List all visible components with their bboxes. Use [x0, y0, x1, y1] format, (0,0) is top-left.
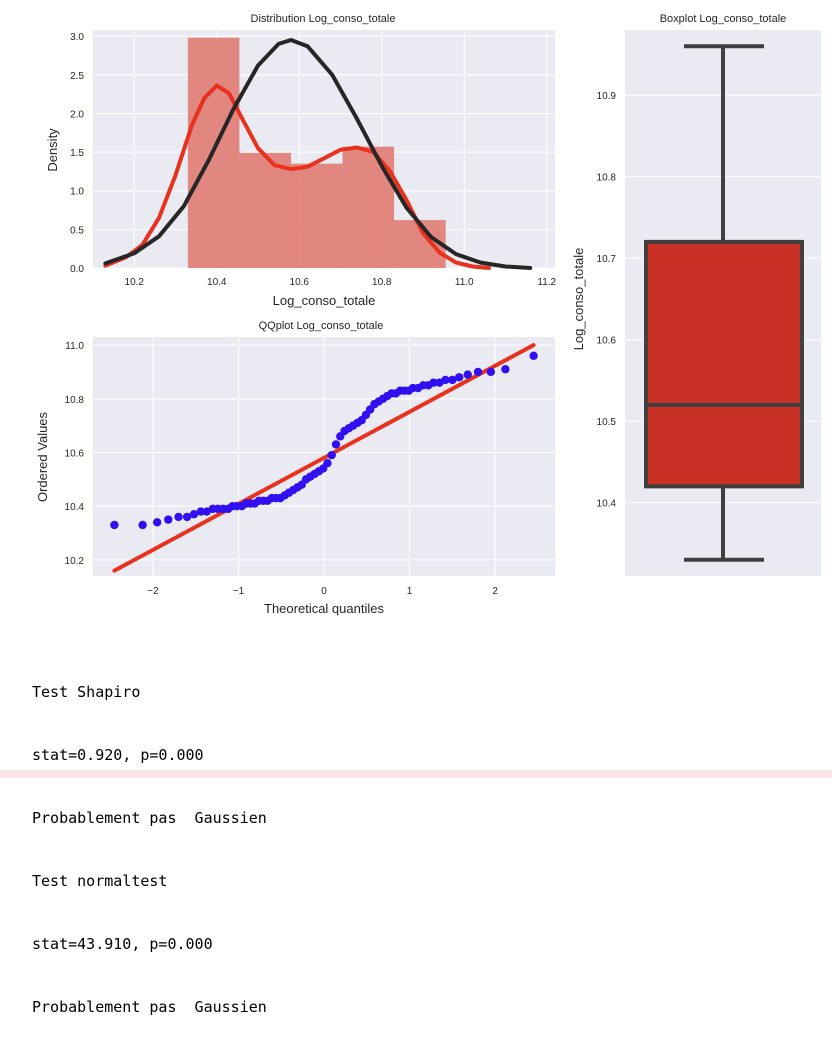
qq-y-tick-label: 10.4	[65, 502, 85, 513]
distribution-x-tick-label: 10.4	[207, 277, 227, 288]
output-line: stat=0.920, p=0.000	[32, 746, 204, 764]
qq-point	[454, 373, 464, 382]
distribution-y-tick-label: 3.0	[70, 32, 84, 43]
boxplot-y-tick-label: 10.9	[597, 91, 617, 102]
qq-y-tick-label: 11.0	[65, 341, 84, 352]
boxplot-y-label: Log_conso_totale	[571, 248, 586, 351]
qq-x-tick-label: 0	[321, 586, 327, 597]
distribution-x-tick-label: 10.2	[125, 277, 145, 288]
boxplot-chart: Boxplot Log_conso_totale 10.4 10.5 10.6 10.…	[571, 13, 821, 576]
qq-point	[448, 375, 457, 385]
distribution-title: Distribution Log_conso_totale	[251, 13, 396, 25]
qq-point	[323, 459, 332, 468]
qq-y-label: Ordered Values	[35, 411, 50, 502]
qq-x-tick-label: −2	[147, 586, 159, 597]
stderr-output-strip	[0, 770, 832, 778]
output-line: stat=43.910, p=0.000	[32, 935, 213, 953]
output-line: Test normaltest	[32, 872, 168, 890]
distribution-x-tick-label: 11.0	[455, 277, 474, 288]
distribution-y-tick-label: 2.5	[70, 71, 84, 82]
qq-point	[429, 378, 438, 387]
qq-title: QQplot Log_conso_totale	[259, 320, 384, 332]
qq-point	[463, 370, 472, 379]
boxplot-title: Boxplot Log_conso_totale	[660, 13, 787, 25]
qq-point	[501, 365, 510, 374]
qq-x-label: Theoretical quantiles	[264, 601, 384, 616]
normal-fit-curve	[103, 38, 533, 270]
qq-fit-line	[112, 343, 536, 573]
distribution-y-tick-label: 1.5	[70, 148, 84, 159]
qq-point	[110, 520, 119, 530]
distribution-x-tick-label: 11.2	[537, 277, 556, 288]
qq-y-tick-label: 10.2	[65, 556, 85, 567]
distribution-y-tick-label: 2.0	[70, 109, 84, 120]
qq-point	[182, 512, 192, 522]
distribution-y-label: Density	[45, 128, 60, 172]
output-line: Probablement pas Gaussien	[32, 809, 267, 827]
qq-point	[189, 510, 199, 519]
qq-chart: QQplot Log_conso_totale −2 −1 0 1 2 10.2 10.4…	[35, 320, 555, 616]
cell-output: Test Shapiro stat=0.920, p=0.000 Probabl…	[32, 640, 267, 1039]
output-line: Probablement pas Gaussien	[32, 998, 267, 1016]
qq-point	[152, 518, 162, 527]
qq-point	[196, 507, 205, 516]
distribution-x-tick-label: 10.8	[372, 277, 392, 288]
qq-x-tick-label: 2	[492, 586, 498, 597]
distribution-y-tick-label: 0.0	[70, 264, 84, 275]
qq-point	[441, 375, 450, 385]
kde-curve	[103, 83, 491, 270]
distribution-y-tick-label: 0.5	[70, 225, 84, 236]
qq-point	[486, 367, 496, 377]
qq-point	[529, 351, 538, 360]
distribution-y-tick-label: 1.0	[70, 187, 84, 198]
figure: Distribution Log_conso_totale 10.2 10.4 10…	[35, 13, 821, 616]
boxplot-y-tick-label: 10.8	[597, 173, 617, 184]
distribution-chart: Distribution Log_conso_totale 10.2 10.4 10…	[45, 13, 557, 308]
distribution-x-label: Log_conso_totale	[273, 293, 376, 308]
boxplot-y-tick-label: 10.7	[597, 254, 617, 265]
qq-x-tick-label: 1	[407, 586, 413, 597]
qq-point	[327, 450, 336, 460]
boxplot-y-tick-label: 10.4	[597, 499, 617, 510]
boxplot-box	[644, 239, 804, 489]
qq-point	[473, 367, 483, 377]
qq-y-tick-label: 10.6	[65, 448, 85, 459]
qq-x-tick-label: −1	[233, 586, 245, 597]
qq-point	[331, 440, 341, 449]
qq-point	[174, 512, 183, 522]
distribution-x-tick-label: 10.6	[290, 277, 310, 288]
qq-point	[164, 515, 173, 524]
output-line: Test Shapiro	[32, 683, 141, 701]
histogram-bar	[239, 152, 291, 268]
histogram-bar	[291, 163, 343, 268]
boxplot-y-tick-label: 10.5	[597, 417, 617, 428]
qq-point	[138, 520, 147, 530]
qq-y-tick-label: 10.8	[65, 395, 85, 406]
boxplot-y-tick-label: 10.6	[597, 336, 617, 347]
